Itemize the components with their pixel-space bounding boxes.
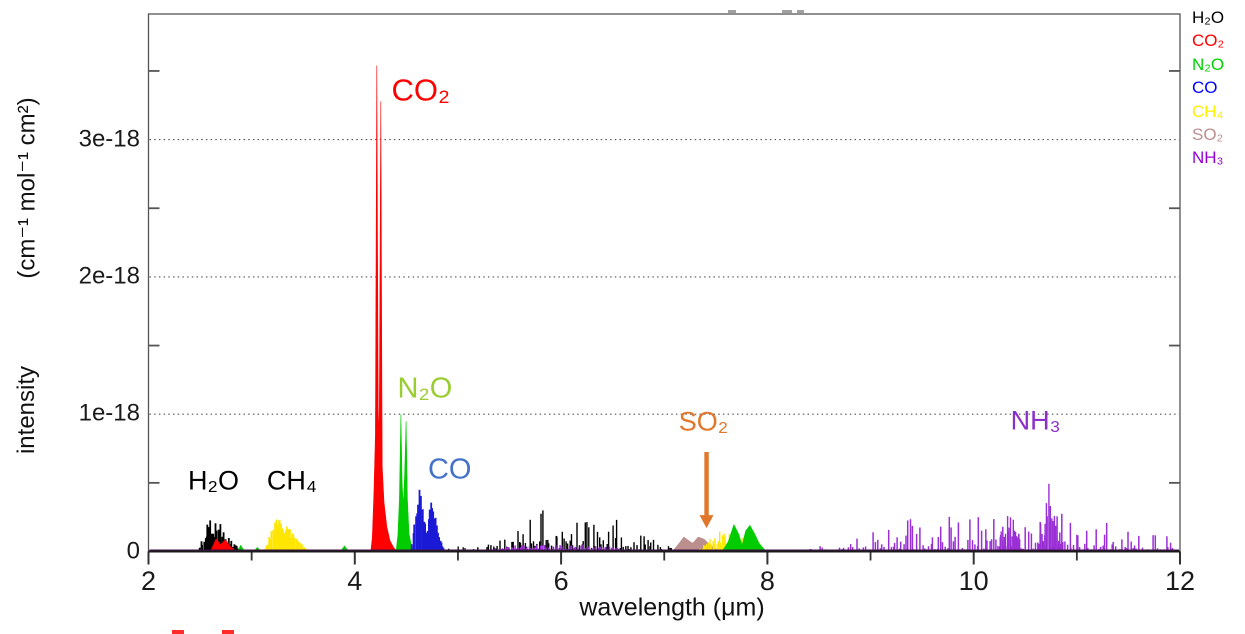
y-tick-label: 0 <box>126 536 140 564</box>
legend-item-CO: CO <box>1192 78 1218 98</box>
legend-item-SO₂: SO₂ <box>1192 125 1224 145</box>
so2-arrow-head <box>699 515 714 529</box>
molecule-label-CO₂: CO₂ <box>391 72 451 108</box>
molecule-label-N₂O: N₂O <box>397 372 453 405</box>
legend: H₂O CO₂ N₂O CO CH₄ SO₂ NH₃ <box>1192 6 1224 170</box>
molecule-label-CH₄: CH₄ <box>266 465 317 496</box>
molecule-label-SO₂: SO₂ <box>678 406 729 437</box>
legend-item-CH₄: CH₄ <box>1192 101 1224 121</box>
spectral-band-nh3-10 <box>804 513 1177 551</box>
legend-item-NH₃: NH₃ <box>1192 148 1224 168</box>
molecule-label-H₂O: H₂O <box>187 465 239 496</box>
spectral-band-nh3-10.75 <box>1037 483 1063 551</box>
y-tick-label: 3e-18 <box>78 125 140 153</box>
x-tick-label: 12 <box>1164 566 1196 596</box>
spectral-band-n2o-4.5 <box>395 414 415 552</box>
x-tick-label: 8 <box>759 566 775 596</box>
x-tick-label: 4 <box>347 566 363 596</box>
x-tick-label: 10 <box>958 566 989 596</box>
x-tick-label: 2 <box>140 566 157 596</box>
spectral-band-ch4-3.3 <box>264 519 311 551</box>
x-tick-label: 6 <box>553 566 569 596</box>
y-tick-label: 1e-18 <box>78 399 140 427</box>
molecule-label-CO: CO <box>427 453 472 486</box>
spectral-band-nh3-10.35 <box>998 516 1023 551</box>
legend-item-N₂O: N₂O <box>1192 54 1225 74</box>
edge-artifact <box>782 10 792 13</box>
edge-artifact <box>222 630 234 634</box>
legend-item-H₂O: H₂O <box>1192 8 1225 27</box>
molecule-label-NH₃: NH₃ <box>1010 405 1061 436</box>
spectral-band-co2-4.3 <box>370 65 398 552</box>
y-tick-label: 2e-18 <box>78 262 140 290</box>
spectral-band-h2o-6.0 <box>472 510 676 551</box>
x-axis-label: wavelength (μm) <box>579 593 765 622</box>
legend-item-CO₂: CO₂ <box>1192 31 1225 51</box>
spectral-band-co-4.7 <box>410 489 445 551</box>
edge-artifact <box>728 10 736 13</box>
edge-artifact <box>797 10 804 13</box>
edge-artifact <box>172 630 184 634</box>
